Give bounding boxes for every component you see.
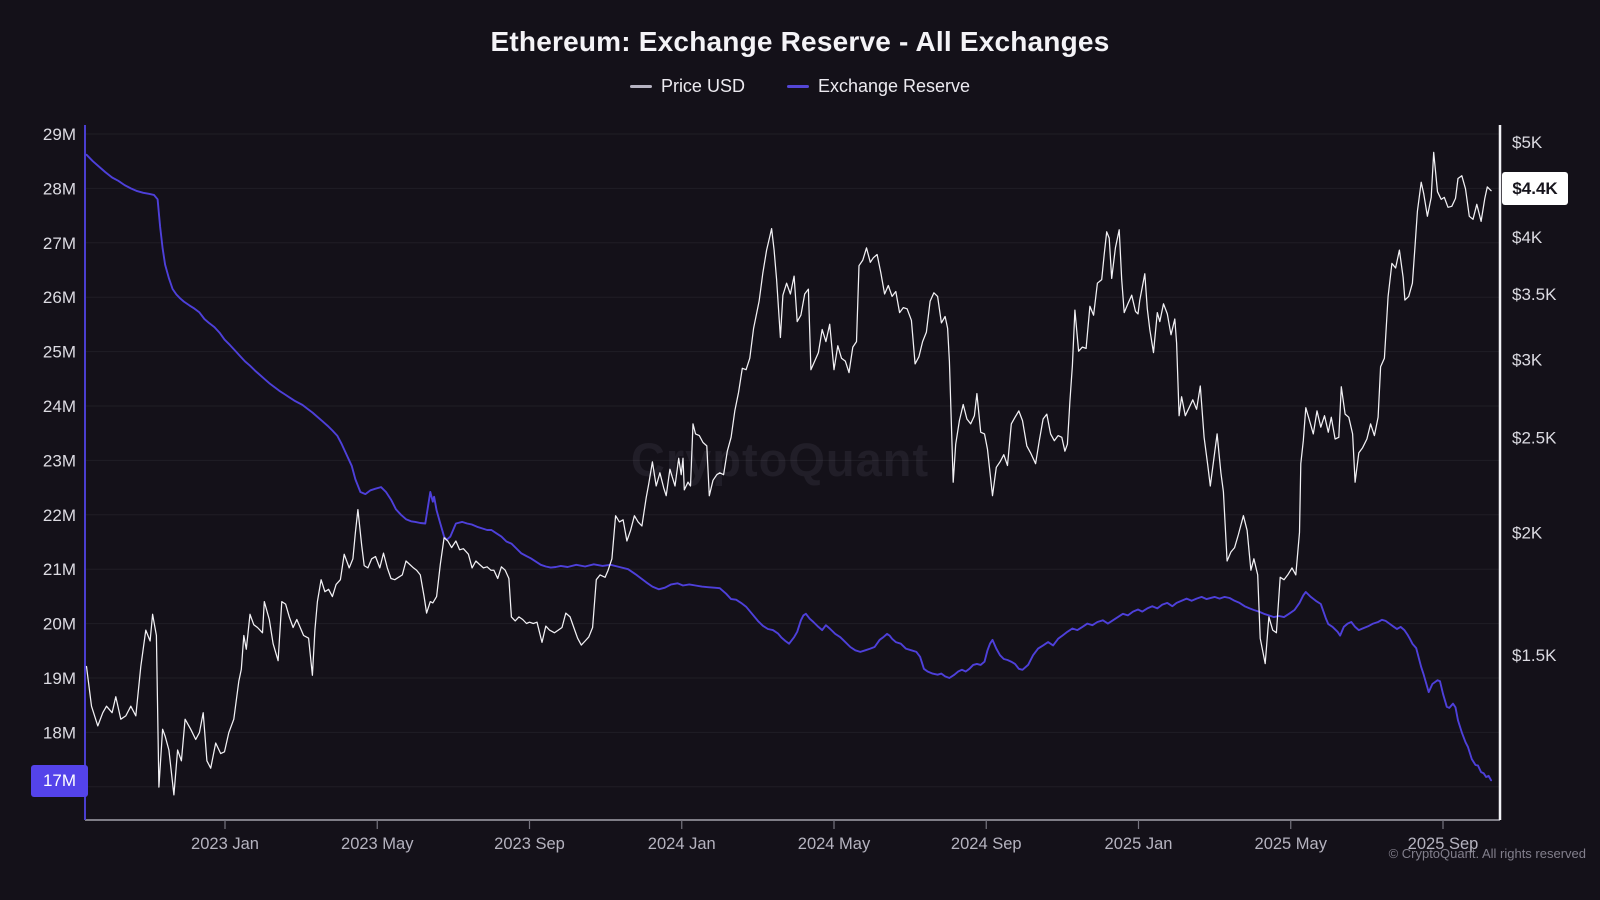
price-line: [85, 151, 1492, 796]
cryptoquant-watermark: CryptoQuant: [630, 433, 930, 486]
y-left-tick-label: 28M: [43, 179, 76, 198]
x-axis-tick-label: 2025 Jan: [1105, 835, 1173, 853]
x-axis-tick-label: 2025 May: [1255, 835, 1328, 853]
y-left-tick-label: 21M: [43, 560, 76, 579]
x-axis-tick-label: 2023 Sep: [494, 835, 565, 853]
y-right-tick-label: $4K: [1512, 228, 1543, 247]
legend: Price USD Exchange Reserve: [0, 76, 1600, 97]
y-right-tick-label: $3K: [1512, 351, 1543, 370]
x-axis-tick-label: 2023 May: [341, 835, 414, 853]
y-left-tick-label: 22M: [43, 506, 76, 525]
legend-label-reserve: Exchange Reserve: [817, 76, 971, 96]
y-left-tick-label: 20M: [43, 615, 76, 634]
legend-item-reserve[interactable]: Exchange Reserve: [786, 76, 971, 97]
y-right-tick-label: $5K: [1512, 133, 1543, 152]
y-left-tick-label: 29M: [43, 125, 76, 144]
y-left-tick-label: 23M: [43, 451, 76, 470]
y-left-tick-label: 27M: [43, 234, 76, 253]
y-left-tick-label: 25M: [43, 343, 76, 362]
x-axis-tick-label: 2024 May: [798, 835, 871, 853]
y-left-tick-label: 24M: [43, 397, 76, 416]
x-axis-tick-label: 2024 Sep: [951, 835, 1022, 853]
x-axis-tick-label: 2025 Sep: [1408, 835, 1479, 853]
reserve-line-swatch: [786, 85, 809, 88]
y-left-tick-label: 19M: [43, 669, 76, 688]
x-axis-tick-label: 2024 Jan: [648, 835, 716, 853]
y-right-tick-label: $2K: [1512, 523, 1543, 542]
chart-title: Ethereum: Exchange Reserve - All Exchang…: [490, 26, 1110, 57]
legend-label-price: Price USD: [660, 76, 745, 96]
legend-item-price[interactable]: Price USD: [629, 76, 745, 97]
reserve-line: [85, 153, 1493, 782]
current-reserve-badge: 17M: [31, 765, 88, 798]
y-right-tick-label: $2.5K: [1512, 428, 1557, 447]
price-line-swatch: [629, 85, 652, 88]
y-left-tick-label: 18M: [43, 723, 76, 742]
y-left-tick-label: 26M: [43, 288, 76, 307]
y-right-tick-label: $3.5K: [1512, 285, 1557, 304]
y-right-tick-label: $1.5K: [1512, 646, 1557, 665]
x-axis-tick-label: 2023 Jan: [191, 835, 259, 853]
copyright-notice: © CryptoQuant. All rights reserved: [1388, 846, 1586, 861]
current-price-badge: $4.4K: [1502, 172, 1568, 206]
